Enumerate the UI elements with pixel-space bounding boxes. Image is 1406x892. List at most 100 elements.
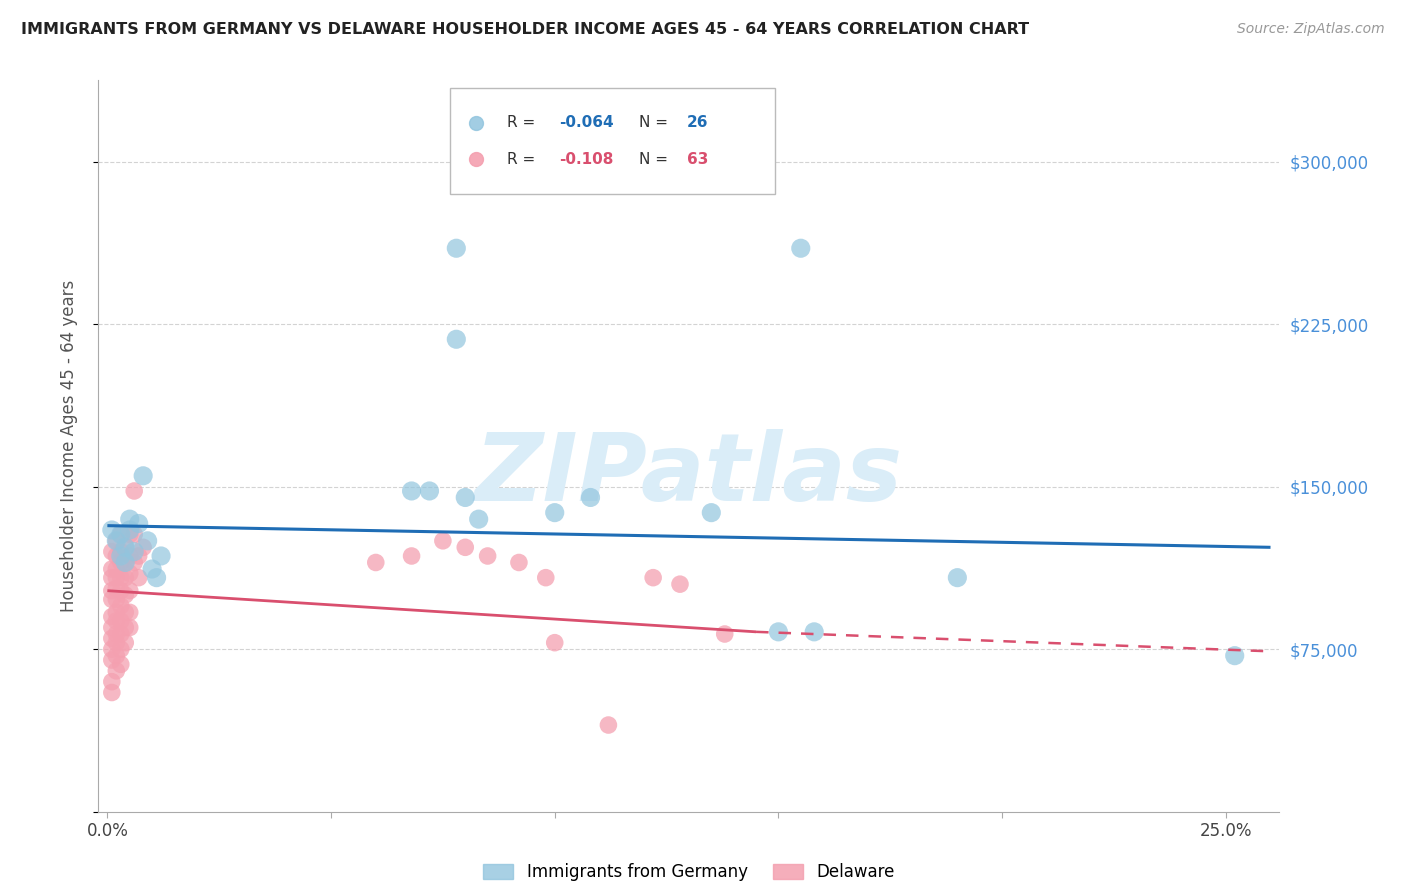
- Point: [643, 571, 665, 585]
- Point: [105, 592, 128, 607]
- Point: [101, 653, 124, 667]
- Point: [105, 582, 128, 596]
- Point: [114, 571, 136, 585]
- Point: [101, 583, 124, 598]
- Point: [101, 562, 124, 576]
- Point: [534, 571, 557, 585]
- Point: [105, 562, 128, 576]
- Point: [132, 468, 155, 483]
- Text: -0.064: -0.064: [560, 115, 613, 130]
- Point: [110, 583, 132, 598]
- Point: [101, 620, 124, 634]
- Point: [544, 635, 567, 649]
- Point: [110, 527, 132, 541]
- Point: [105, 614, 128, 628]
- Point: [105, 605, 128, 619]
- Point: [122, 527, 145, 541]
- Point: [477, 549, 499, 563]
- Point: [122, 556, 145, 570]
- Point: [110, 527, 132, 541]
- Point: [114, 605, 136, 619]
- Point: [101, 571, 124, 585]
- Point: [114, 556, 136, 570]
- Text: IMMIGRANTS FROM GERMANY VS DELAWARE HOUSEHOLDER INCOME AGES 45 - 64 YEARS CORREL: IMMIGRANTS FROM GERMANY VS DELAWARE HOUS…: [21, 22, 1029, 37]
- Point: [446, 332, 468, 346]
- Text: 26: 26: [686, 115, 709, 130]
- Point: [128, 549, 150, 563]
- Text: R =: R =: [508, 115, 540, 130]
- Point: [364, 556, 387, 570]
- Point: [1223, 648, 1246, 663]
- Point: [105, 533, 128, 548]
- Point: [105, 571, 128, 585]
- Point: [110, 599, 132, 613]
- Point: [114, 541, 136, 555]
- Point: [598, 718, 620, 732]
- Y-axis label: Householder Income Ages 45 - 64 years: Householder Income Ages 45 - 64 years: [59, 280, 77, 612]
- Point: [101, 685, 124, 699]
- Point: [700, 506, 723, 520]
- Point: [105, 648, 128, 663]
- Text: Source: ZipAtlas.com: Source: ZipAtlas.com: [1237, 22, 1385, 37]
- Text: N =: N =: [640, 115, 673, 130]
- Point: [118, 523, 141, 537]
- Text: N =: N =: [640, 152, 673, 167]
- Point: [110, 614, 132, 628]
- Point: [118, 620, 141, 634]
- Point: [803, 624, 825, 639]
- Text: ZIPatlas: ZIPatlas: [475, 429, 903, 521]
- Point: [122, 544, 145, 558]
- Point: [508, 556, 530, 570]
- Point: [454, 541, 477, 555]
- Point: [114, 556, 136, 570]
- Text: R =: R =: [508, 152, 546, 167]
- Point: [946, 571, 969, 585]
- Point: [446, 241, 468, 255]
- Legend: Immigrants from Germany, Delaware: Immigrants from Germany, Delaware: [477, 856, 901, 888]
- Point: [118, 549, 141, 563]
- Point: [110, 556, 132, 570]
- Point: [110, 549, 132, 563]
- Point: [101, 632, 124, 646]
- Text: 63: 63: [686, 152, 709, 167]
- Text: -0.108: -0.108: [560, 152, 613, 167]
- Point: [128, 516, 150, 531]
- Point: [101, 609, 124, 624]
- Point: [118, 512, 141, 526]
- Point: [467, 512, 489, 526]
- Point: [132, 541, 155, 555]
- Point: [454, 491, 477, 505]
- Point: [110, 544, 132, 558]
- Point: [105, 627, 128, 641]
- Point: [418, 483, 440, 498]
- Point: [101, 674, 124, 689]
- Point: [669, 577, 692, 591]
- Point: [579, 491, 602, 505]
- Point: [790, 241, 813, 255]
- Point: [118, 605, 141, 619]
- Point: [118, 566, 141, 581]
- Point: [128, 571, 150, 585]
- Point: [768, 624, 790, 639]
- Point: [114, 541, 136, 555]
- Point: [136, 533, 159, 548]
- Point: [110, 627, 132, 641]
- Point: [401, 549, 423, 563]
- Point: [114, 588, 136, 602]
- Point: [110, 571, 132, 585]
- Point: [150, 549, 173, 563]
- Point: [114, 635, 136, 649]
- Point: [101, 642, 124, 657]
- Point: [105, 635, 128, 649]
- Point: [105, 549, 128, 563]
- Point: [141, 562, 163, 576]
- Point: [118, 583, 141, 598]
- Point: [105, 664, 128, 678]
- Point: [101, 523, 124, 537]
- Point: [110, 657, 132, 672]
- Point: [432, 533, 454, 548]
- Point: [105, 533, 128, 548]
- Point: [401, 483, 423, 498]
- Point: [101, 592, 124, 607]
- Point: [145, 571, 167, 585]
